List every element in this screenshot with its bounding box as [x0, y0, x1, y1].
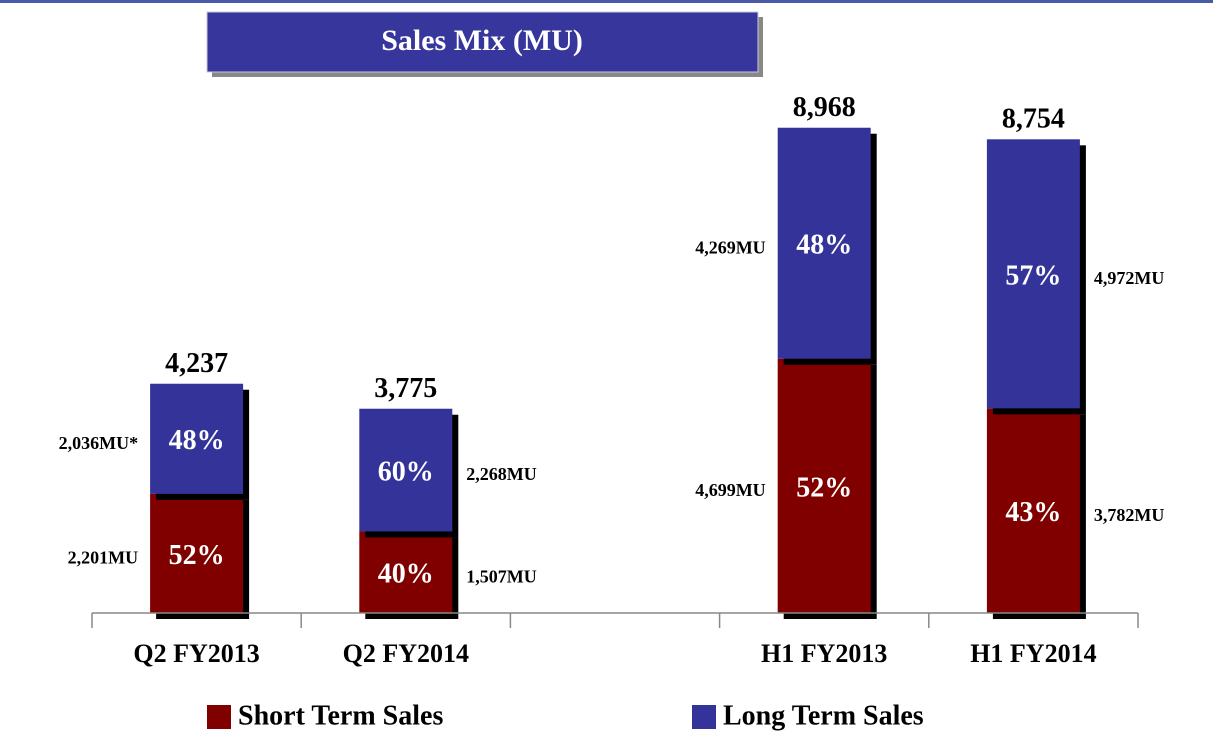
title-box	[206, 11, 759, 73]
percent-label: 60%	[378, 457, 434, 488]
value-label: 2,201MU	[68, 548, 139, 568]
percent-label: 52%	[169, 540, 225, 571]
bar-segment	[777, 127, 871, 359]
total-label: 8,754	[1002, 104, 1065, 135]
legend-swatch	[692, 705, 716, 729]
total-label: 4,237	[165, 348, 228, 379]
value-label: 2,268MU	[466, 464, 537, 484]
percent-label: 57%	[1005, 260, 1061, 291]
bar-segment	[986, 139, 1080, 409]
bar-segment	[150, 493, 244, 613]
value-label: 1,507MU	[466, 566, 537, 586]
legend-swatch	[207, 705, 231, 729]
percent-label: 48%	[796, 230, 852, 261]
value-label: 4,972MU	[1094, 268, 1165, 288]
top-rule	[0, 0, 1213, 3]
bar-segment	[359, 531, 453, 613]
value-label: 4,269MU	[695, 237, 766, 257]
percent-label: 48%	[169, 425, 225, 456]
bar-segment	[150, 383, 244, 494]
bar-segment	[986, 408, 1080, 613]
legend-label: Long Term Sales	[723, 700, 924, 731]
bar-segment	[777, 358, 871, 613]
x-tick-label: Q2 FY2013	[133, 639, 259, 668]
value-label: 2,036MU*	[59, 433, 139, 453]
chart-title: Sales Mix (MU)	[381, 24, 583, 57]
percent-label: 43%	[1005, 497, 1061, 528]
percent-label: 52%	[796, 472, 852, 503]
value-label: 3,782MU	[1094, 505, 1165, 525]
x-tick-label: H1 FY2013	[761, 639, 887, 668]
bar-segment	[359, 408, 453, 532]
total-label: 3,775	[374, 373, 437, 404]
value-label: 4,699MU	[695, 480, 766, 500]
x-tick-label: H1 FY2014	[970, 639, 1096, 668]
percent-label: 40%	[378, 559, 434, 590]
total-label: 8,968	[793, 92, 856, 123]
legend-label: Short Term Sales	[238, 700, 443, 731]
x-tick-label: Q2 FY2014	[343, 639, 469, 668]
